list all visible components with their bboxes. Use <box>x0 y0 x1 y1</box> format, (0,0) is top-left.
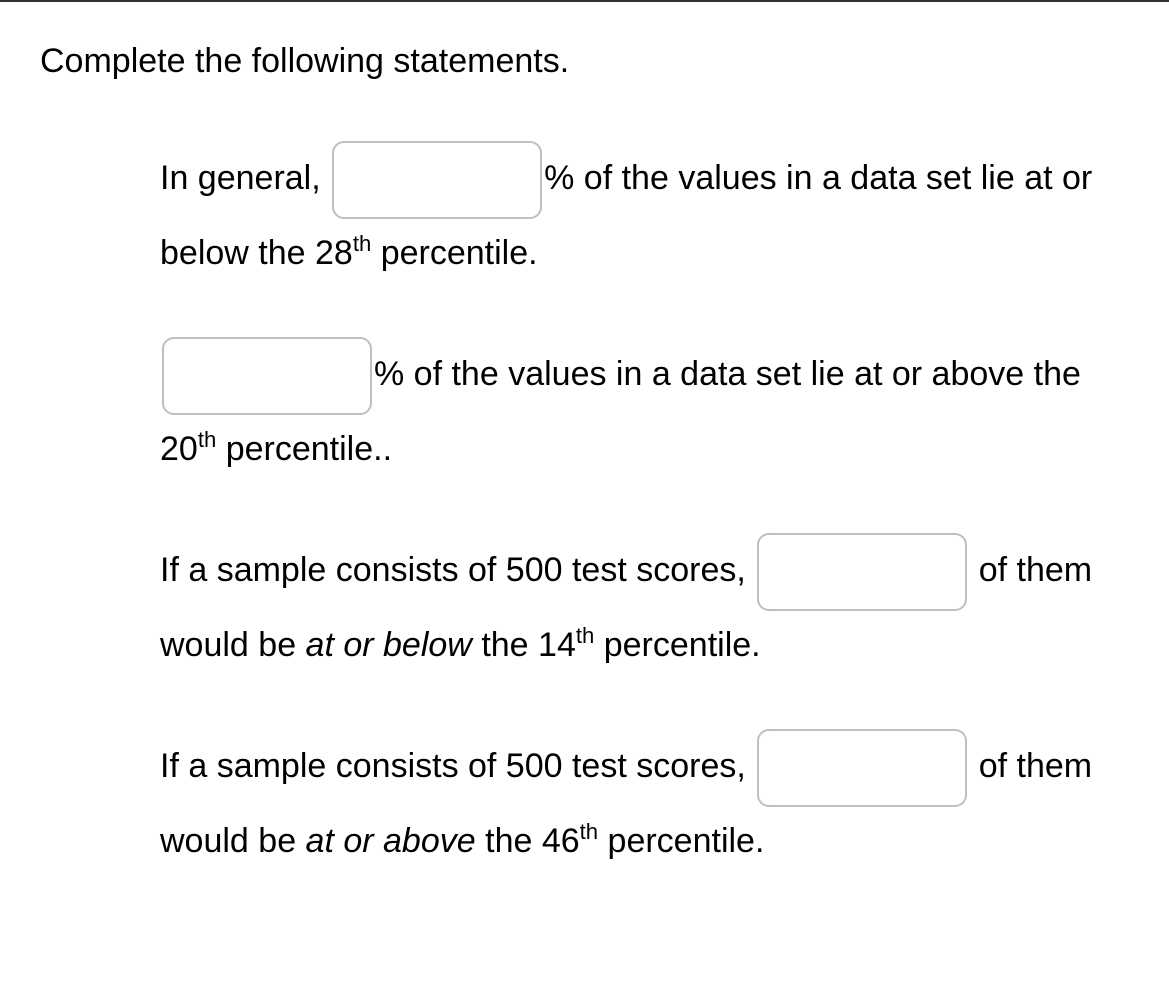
instruction-text: Complete the following statements. <box>40 42 1129 81</box>
statement-2: % of the values in a data set lie at or … <box>160 337 1109 483</box>
statement-1: In general, % of the values in a data se… <box>160 141 1109 287</box>
statements-block: In general, % of the values in a data se… <box>40 141 1129 875</box>
statement-2-sup: th <box>198 427 216 452</box>
statement-3-text-a: If a sample consists of 500 test scores, <box>160 551 755 589</box>
statement-4: If a sample consists of 500 test scores,… <box>160 729 1109 875</box>
answer-input-3[interactable] <box>757 533 967 611</box>
statement-4-text-c: the 46 <box>476 822 580 860</box>
statement-4-sup: th <box>580 819 598 844</box>
answer-input-1[interactable] <box>332 141 542 219</box>
statement-1-text-c: percentile. <box>371 234 537 272</box>
statement-3-sup: th <box>576 623 594 648</box>
statement-3: If a sample consists of 500 test scores,… <box>160 533 1109 679</box>
statement-2-text-b: percentile.. <box>216 430 392 468</box>
statement-4-text-d: percentile. <box>598 822 764 860</box>
statement-3-text-d: percentile. <box>594 626 760 664</box>
statement-1-text-a: In general, <box>160 159 330 197</box>
statement-3-em: at or below <box>306 626 472 664</box>
statement-4-em: at or above <box>306 822 476 860</box>
answer-input-2[interactable] <box>162 337 372 415</box>
answer-input-4[interactable] <box>757 729 967 807</box>
statement-4-text-a: If a sample consists of 500 test scores, <box>160 747 755 785</box>
statement-1-sup: th <box>353 231 371 256</box>
question-container: Complete the following statements. In ge… <box>0 0 1169 985</box>
statement-3-text-c: the 14 <box>472 626 576 664</box>
